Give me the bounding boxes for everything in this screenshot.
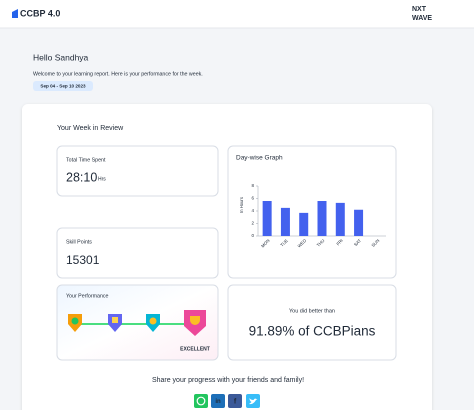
skill-label: Skill Points [66, 239, 92, 245]
performance-level: EXCELLENT [180, 346, 210, 352]
x-tick-label: SUN [370, 238, 380, 248]
comparison-card [227, 284, 397, 361]
bar [299, 212, 309, 236]
greeting-title: Hello Sandhya [33, 52, 89, 62]
y-tick-label: 2 [251, 221, 254, 226]
x-tick-label: MON [260, 238, 271, 249]
comparison-value: 91.89% of CCBPians [249, 324, 376, 339]
bar [317, 201, 327, 236]
date-range: Sep 04 - Sep 10 2023 [40, 84, 86, 89]
brand: NXT [412, 6, 427, 13]
x-tick-label: SAT [353, 238, 362, 247]
brand: WAVE [412, 15, 432, 22]
time-label: Total Time Spent [66, 157, 106, 163]
y-tick-label: 6 [251, 196, 254, 201]
facebook-button[interactable] [228, 394, 242, 408]
chart: 0 2 4 6 8 MON TUE WED THU FRI SAT SUN [251, 183, 386, 249]
graph-card [227, 145, 397, 279]
performance-card [56, 284, 219, 361]
whatsapp-button[interactable] [194, 394, 208, 408]
logo[interactable]: CCBP 4.0 [20, 8, 60, 18]
whatsapp-icon [196, 396, 206, 406]
badges [68, 310, 206, 336]
date-chip [33, 81, 93, 91]
bar [262, 201, 272, 236]
x-tick-label: TUE [279, 238, 289, 248]
skill-value: 15301 [66, 253, 100, 267]
share-text: Share your progress with your friends an… [152, 377, 304, 384]
chart-title: Day-wise Graph [236, 155, 283, 162]
report-title: Your Week in Review [57, 125, 124, 132]
y-tick-label: 8 [251, 183, 254, 188]
comparison-label: You did better than [289, 308, 335, 314]
twitter-icon [249, 398, 258, 405]
logo-icon [12, 9, 18, 18]
greeting-subtitle: Welcome to your learning report. Here is… [33, 71, 203, 77]
x-tick-label: FRI [335, 238, 343, 246]
linkedin-button[interactable] [211, 394, 225, 408]
x-tick-label: WED [297, 238, 308, 249]
y-tick-label: 4 [251, 208, 254, 213]
time-card [56, 145, 219, 197]
header [0, 0, 474, 28]
performance-title: Your Performance [66, 293, 109, 299]
time-unit: Hrs [98, 176, 106, 182]
bar [354, 209, 364, 236]
bar [335, 202, 345, 236]
facebook-icon: f [234, 398, 237, 405]
skill-card [56, 227, 219, 279]
x-tick-label: THU [316, 238, 326, 248]
linkedin-icon: in [215, 399, 221, 405]
y-tick-label: 0 [251, 233, 254, 238]
y-axis-label: In Hours [239, 197, 244, 213]
time-value: 28:10 [66, 170, 97, 184]
bar [280, 207, 290, 236]
